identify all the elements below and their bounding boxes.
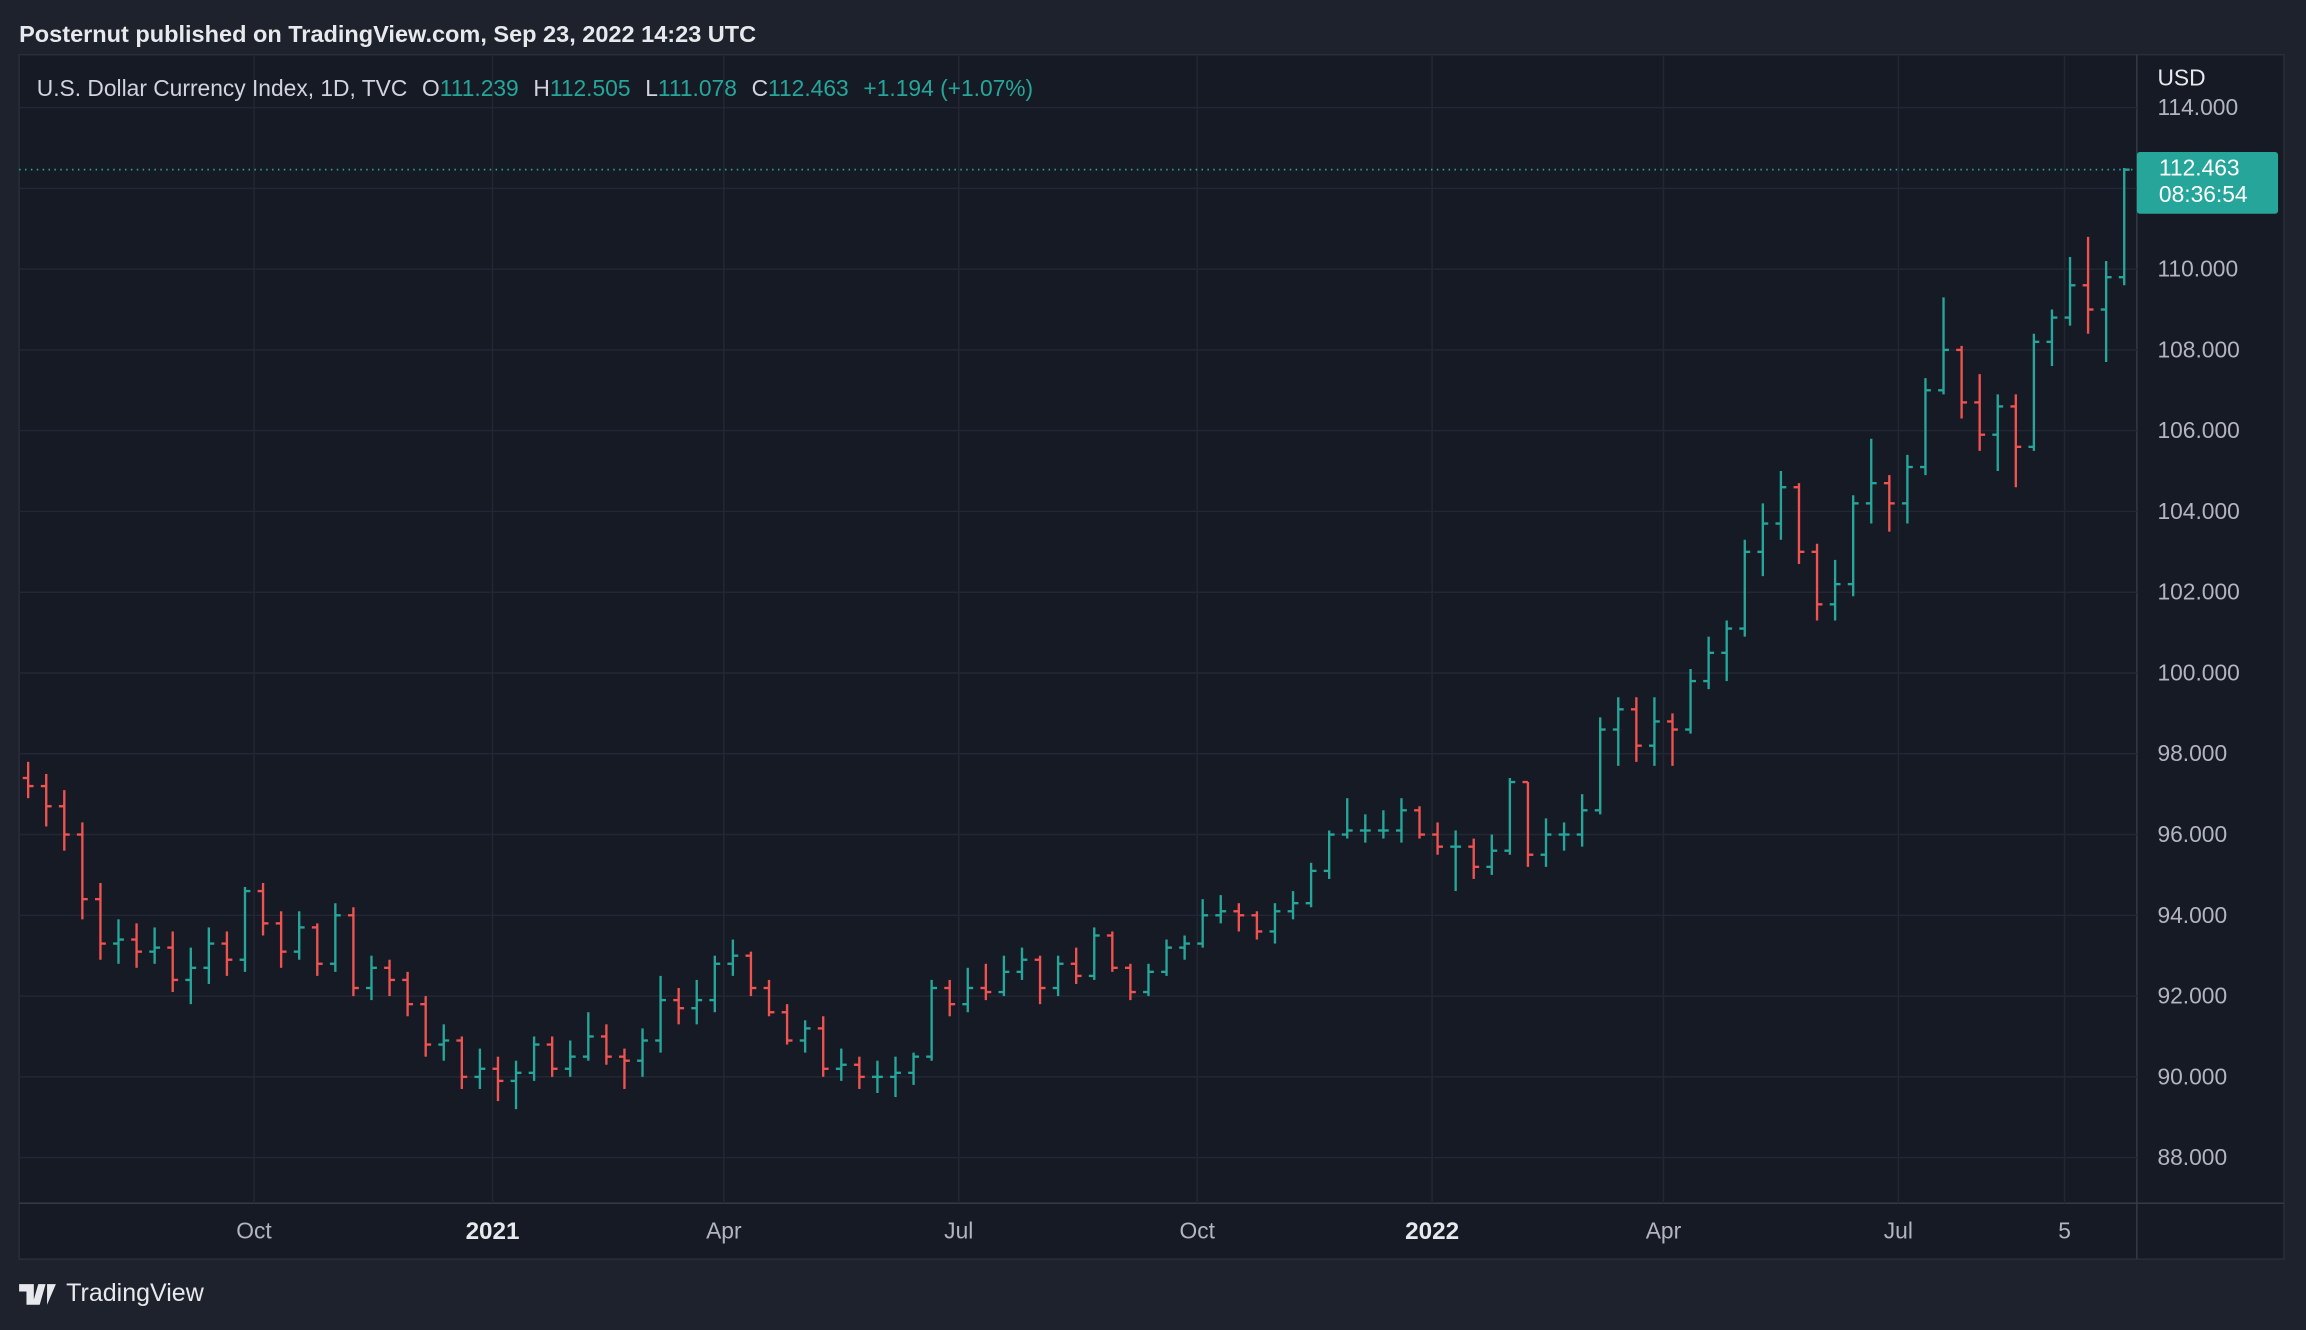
last-price-label: 112.463 <box>2159 155 2240 181</box>
y-tick-label: 104.000 <box>2157 498 2239 524</box>
y-tick-label: 88.000 <box>2157 1144 2227 1170</box>
x-tick-label: Jul <box>1884 1218 1913 1244</box>
x-tick-label: 2021 <box>466 1218 520 1245</box>
y-tick-label: 90.000 <box>2157 1063 2227 1089</box>
x-tick-label: Jul <box>944 1218 973 1244</box>
y-axis-label: USD <box>2157 65 2205 91</box>
ohlc-value: 112.505 <box>550 75 631 101</box>
symbol: U.S. Dollar Currency Index, 1D, TVC <box>37 75 408 101</box>
x-tick-label: Oct <box>236 1218 272 1244</box>
y-tick-label: 110.000 <box>2157 256 2238 282</box>
footer-logo <box>19 1284 56 1305</box>
change: +1.194 (+1.07%) <box>863 75 1033 101</box>
x-tick-label: 2022 <box>1405 1218 1459 1245</box>
legend: U.S. Dollar Currency Index, 1D, TVC O111.… <box>37 75 1033 101</box>
last-price-box <box>2136 152 2279 214</box>
ohlc-label: L <box>645 75 658 101</box>
y-tick-label: 102.000 <box>2157 579 2239 605</box>
y-tick-label: 106.000 <box>2157 417 2239 443</box>
brand: TradingView <box>66 1279 205 1307</box>
countdown: 08:36:54 <box>2159 181 2248 207</box>
y-tick-label: 96.000 <box>2157 821 2227 847</box>
y-tick-label: 108.000 <box>2157 336 2239 362</box>
x-tick-label: Oct <box>1180 1218 1216 1244</box>
chart-pane <box>18 53 2285 1260</box>
x-tick-label: Apr <box>1646 1218 1682 1244</box>
x-tick-label: Apr <box>706 1218 742 1244</box>
ohlc-value: 111.078 <box>658 75 737 101</box>
ohlc-label: O <box>422 75 440 101</box>
ohlc-label: H <box>533 75 549 101</box>
y-tick-label: 94.000 <box>2157 902 2227 928</box>
ohlc-label: C <box>752 75 768 101</box>
y-tick-label: 92.000 <box>2157 983 2227 1009</box>
y-tick-label: 100.000 <box>2157 659 2239 685</box>
y-tick-label: 114.000 <box>2157 94 2238 120</box>
x-tick-label: 5 <box>2058 1218 2071 1244</box>
ohlc-value: 112.463 <box>768 75 849 101</box>
y-tick-label: 98.000 <box>2157 740 2227 766</box>
publisher: Posternut published on TradingView.com, … <box>19 21 756 47</box>
ohlc-value: 111.239 <box>440 75 519 101</box>
